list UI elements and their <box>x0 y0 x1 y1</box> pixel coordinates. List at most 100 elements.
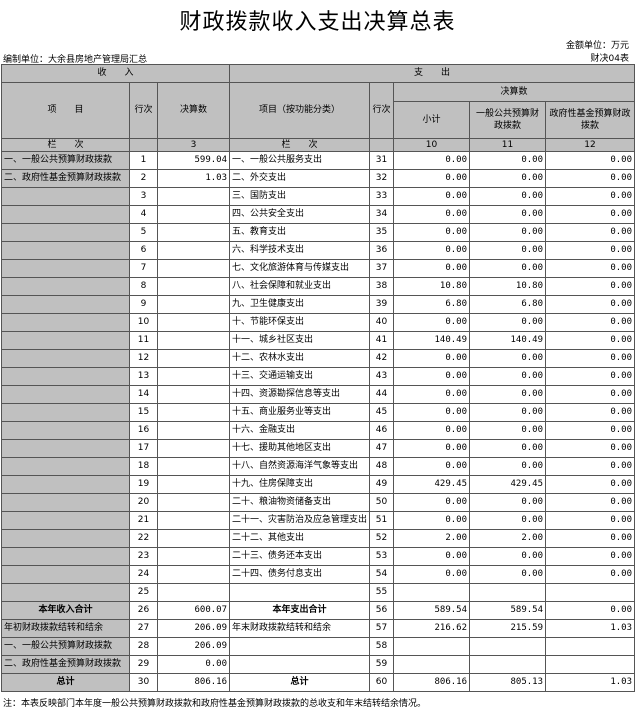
amount <box>393 637 470 656</box>
row-number: 41 <box>369 331 394 350</box>
amount: 140.49 <box>469 331 546 350</box>
amount: 10.80 <box>393 277 470 296</box>
row-number: 48 <box>369 457 394 476</box>
amount: 0.00 <box>545 349 635 368</box>
amount: 10.80 <box>469 277 546 296</box>
header-row: 小计 一般公共预算财政拨款 政府性基金预算财政拨款 <box>2 101 635 139</box>
amount: 0.00 <box>545 385 635 404</box>
row-number: 52 <box>369 529 394 548</box>
row-number: 21 <box>129 511 158 530</box>
item-label <box>1 223 130 242</box>
amount <box>545 655 635 674</box>
row-number: 35 <box>369 223 394 242</box>
row-number: 49 <box>369 475 394 494</box>
row-number: 43 <box>369 367 394 386</box>
item-label <box>1 475 130 494</box>
amount: 0.00 <box>469 385 546 404</box>
amount: 0.00 <box>393 241 470 260</box>
item-label <box>1 385 130 404</box>
item-label: 六、科学技术支出 <box>229 241 370 260</box>
amount <box>545 583 635 602</box>
row-number: 42 <box>369 349 394 368</box>
amount <box>157 331 230 350</box>
amount: 0.00 <box>393 403 470 422</box>
amount: 0.00 <box>469 511 546 530</box>
amount <box>157 295 230 314</box>
index-cell <box>129 138 158 152</box>
index-cell: 11 <box>469 138 546 152</box>
item-label <box>1 403 130 422</box>
data-row: 18 十八、自然资源海洋气象等支出 48 0.00 0.00 0.00 <box>1 457 635 476</box>
amount: 429.45 <box>469 475 546 494</box>
row-number: 29 <box>129 655 158 674</box>
amount: 0.00 <box>545 421 635 440</box>
item-label: 二十、粮油物资储备支出 <box>229 493 370 512</box>
item-label <box>1 511 130 530</box>
amount: 600.07 <box>157 601 230 620</box>
amount <box>157 385 230 404</box>
amount: 0.00 <box>469 367 546 386</box>
amount <box>157 259 230 278</box>
data-row: 8 八、社会保障和就业支出 38 10.80 10.80 0.00 <box>1 277 635 296</box>
item-label <box>1 367 130 386</box>
data-row: 本年收入合计 26 600.07 本年支出合计 56 589.54 589.54 0.00 <box>1 601 635 620</box>
row-number: 11 <box>129 331 158 350</box>
item-label: 十二、农林水支出 <box>229 349 370 368</box>
data-row: 二、政府性基金预算财政拨款 2 1.03 二、外交支出 32 0.00 0.00 0.00 <box>1 169 635 188</box>
amount: 0.00 <box>393 223 470 242</box>
item-label <box>1 187 130 206</box>
data-row: 13 十三、交通运输支出 43 0.00 0.00 0.00 <box>1 367 635 386</box>
amount: 0.00 <box>545 475 635 494</box>
item-label: 十九、住房保障支出 <box>229 475 370 494</box>
row-number: 56 <box>369 601 394 620</box>
data-row: 6 六、科学技术支出 36 0.00 0.00 0.00 <box>1 241 635 260</box>
item-label: 十、节能环保支出 <box>229 313 370 332</box>
row-number: 55 <box>369 583 394 602</box>
item-label: 二、政府性基金预算财政拨款 <box>1 655 130 674</box>
amount: 0.00 <box>393 313 470 332</box>
row-number: 36 <box>369 241 394 260</box>
amount: 0.00 <box>393 367 470 386</box>
col-head: 决算数 <box>393 82 635 102</box>
amount: 0.00 <box>545 313 635 332</box>
amount: 0.00 <box>157 655 230 674</box>
col-head: 政府性基金预算财政拨款 <box>545 101 635 139</box>
amount: 0.00 <box>393 385 470 404</box>
item-label: 十五、商业服务业等支出 <box>229 403 370 422</box>
item-label <box>1 205 130 224</box>
item-label: 四、公共安全支出 <box>229 205 370 224</box>
data-row: 12 十二、农林水支出 42 0.00 0.00 0.00 <box>1 349 635 368</box>
data-row: 16 十六、金融支出 46 0.00 0.00 0.00 <box>1 421 635 440</box>
amount: 0.00 <box>469 205 546 224</box>
item-label: 八、社会保障和就业支出 <box>229 277 370 296</box>
amount <box>469 655 546 674</box>
amount: 429.45 <box>393 475 470 494</box>
data-row: 总计 30 806.16 总计 60 806.16 805.13 1.03 <box>1 673 635 692</box>
amount <box>157 277 230 296</box>
row-number: 32 <box>369 169 394 188</box>
note: 注：本表反映部门本年度一般公共预算财政拨款和政府性基金预算财政拨款的总收支和年末… <box>3 699 427 709</box>
amount <box>157 367 230 386</box>
amount: 0.00 <box>545 277 635 296</box>
row-number: 27 <box>129 619 158 638</box>
amount <box>157 511 230 530</box>
amount: 0.00 <box>469 403 546 422</box>
item-label: 二十四、债务付息支出 <box>229 565 370 584</box>
amount: 806.16 <box>157 673 230 692</box>
item-label <box>229 583 370 602</box>
index-cell: 栏 次 <box>229 138 370 152</box>
item-label <box>1 331 130 350</box>
data-row: 一、一般公共预算财政拨款 28 206.09 58 <box>1 637 635 656</box>
title: 财政拨款收入支出决算总表 <box>179 10 456 35</box>
item-label <box>229 637 370 656</box>
data-row: 14 十四、资源勘探信息等支出 44 0.00 0.00 0.00 <box>1 385 635 404</box>
item-label: 七、文化旅游体育与传媒支出 <box>229 259 370 278</box>
item-label <box>1 295 130 314</box>
index-cell: 栏 次 <box>1 138 130 152</box>
row-number: 19 <box>129 475 158 494</box>
amount: 2.00 <box>469 529 546 548</box>
row-number: 9 <box>129 295 158 314</box>
row-number: 31 <box>369 151 394 170</box>
